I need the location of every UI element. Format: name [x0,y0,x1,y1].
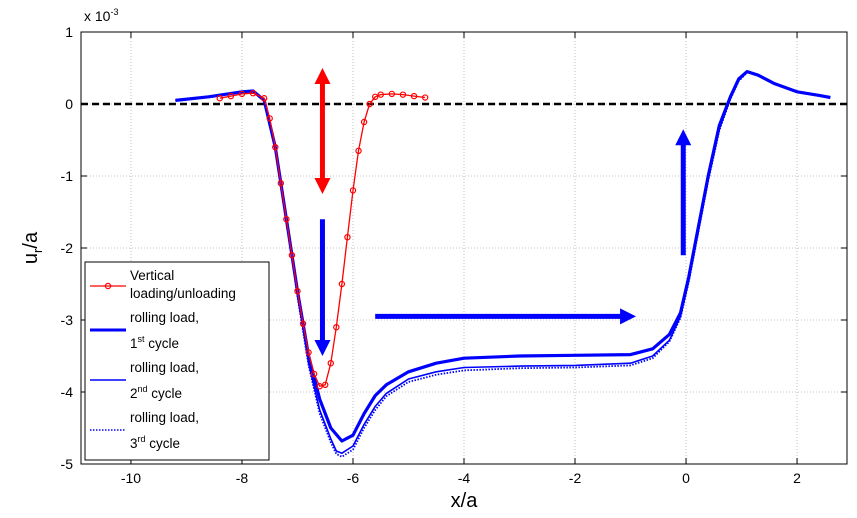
legend-label-cycle2-line2: 2nd cycle [130,384,182,401]
data-point [344,233,351,241]
legend-entry-cycle1: rolling load, 1st cycle [90,310,199,351]
x-axis-title: x/a [451,490,479,512]
data-point [338,280,346,288]
legend-entry-cycle3: rolling load, 3rd cycle [90,410,199,451]
data-point [355,147,362,154]
data-point [272,143,279,151]
legend-label-cycle1-line1: rolling load, [130,310,199,325]
data-point [349,187,357,194]
data-point [277,179,285,187]
y-tick-label: 1 [65,24,73,40]
data-point [388,90,396,98]
x-tick-label: -8 [236,470,249,486]
data-point [238,90,246,98]
x-tick-label: 0 [682,470,690,486]
legend-label-cycle3-line2: 3rd cycle [130,434,180,451]
x-tick-label: 2 [793,470,801,486]
arrow-head [675,129,692,146]
data-point [283,215,290,223]
y-tick-label: -2 [61,240,74,256]
x-tick-label: -6 [347,470,360,486]
data-point [371,93,379,101]
data-point [216,95,223,102]
y-exponent-label: x 10-3 [84,7,118,24]
data-point [310,370,318,378]
data-point [316,383,323,390]
y-tick-label: -3 [61,312,74,328]
legend-label-cycle3-line1: rolling load, [130,410,199,425]
data-point [299,320,307,327]
x-tick-label: -10 [121,470,141,486]
data-point [377,91,384,98]
arrows [314,68,692,356]
legend-label-vertical-line2: loading/unloading [130,286,236,301]
data-point [266,115,273,122]
legend-entry-vertical: Vertical loading/unloading [90,268,236,301]
legend-entry-cycle2: rolling load, 2nd cycle [90,360,199,401]
data-point [421,94,429,101]
arrow-head [314,68,331,84]
data-point [249,89,257,97]
x-tick-label: -2 [569,470,582,486]
data-point [327,360,334,367]
legend-box [84,261,270,461]
data-point [410,92,418,100]
data-point [305,349,312,356]
data-point [333,324,340,331]
data-point [288,251,296,259]
data-point [260,95,268,102]
y-axis-title: ur/a [20,231,45,264]
y-tick-label: -5 [61,456,74,472]
x-tick-label: -4 [458,470,471,486]
legend-marker-red [104,282,112,290]
y-tick-label: -1 [61,168,74,184]
data-point [227,92,235,100]
data-point [399,91,407,98]
legend-label-vertical-line1: Vertical [130,268,174,283]
y-tick-label: -4 [61,384,74,400]
data-point [294,288,301,295]
legend-label-cycle1-line2: 1st cycle [130,334,179,351]
legend: Vertical loading/unloading rolling load,… [84,261,270,461]
arrow-head [314,340,331,356]
data-point [366,100,373,108]
data-point [360,118,368,126]
series-red-circles [216,89,429,390]
legend-label-cycle2-line1: rolling load, [130,360,199,375]
arrow-head [620,308,637,325]
arrow-head [314,178,331,194]
data-point [322,381,329,388]
y-tick-label: 0 [65,96,73,112]
